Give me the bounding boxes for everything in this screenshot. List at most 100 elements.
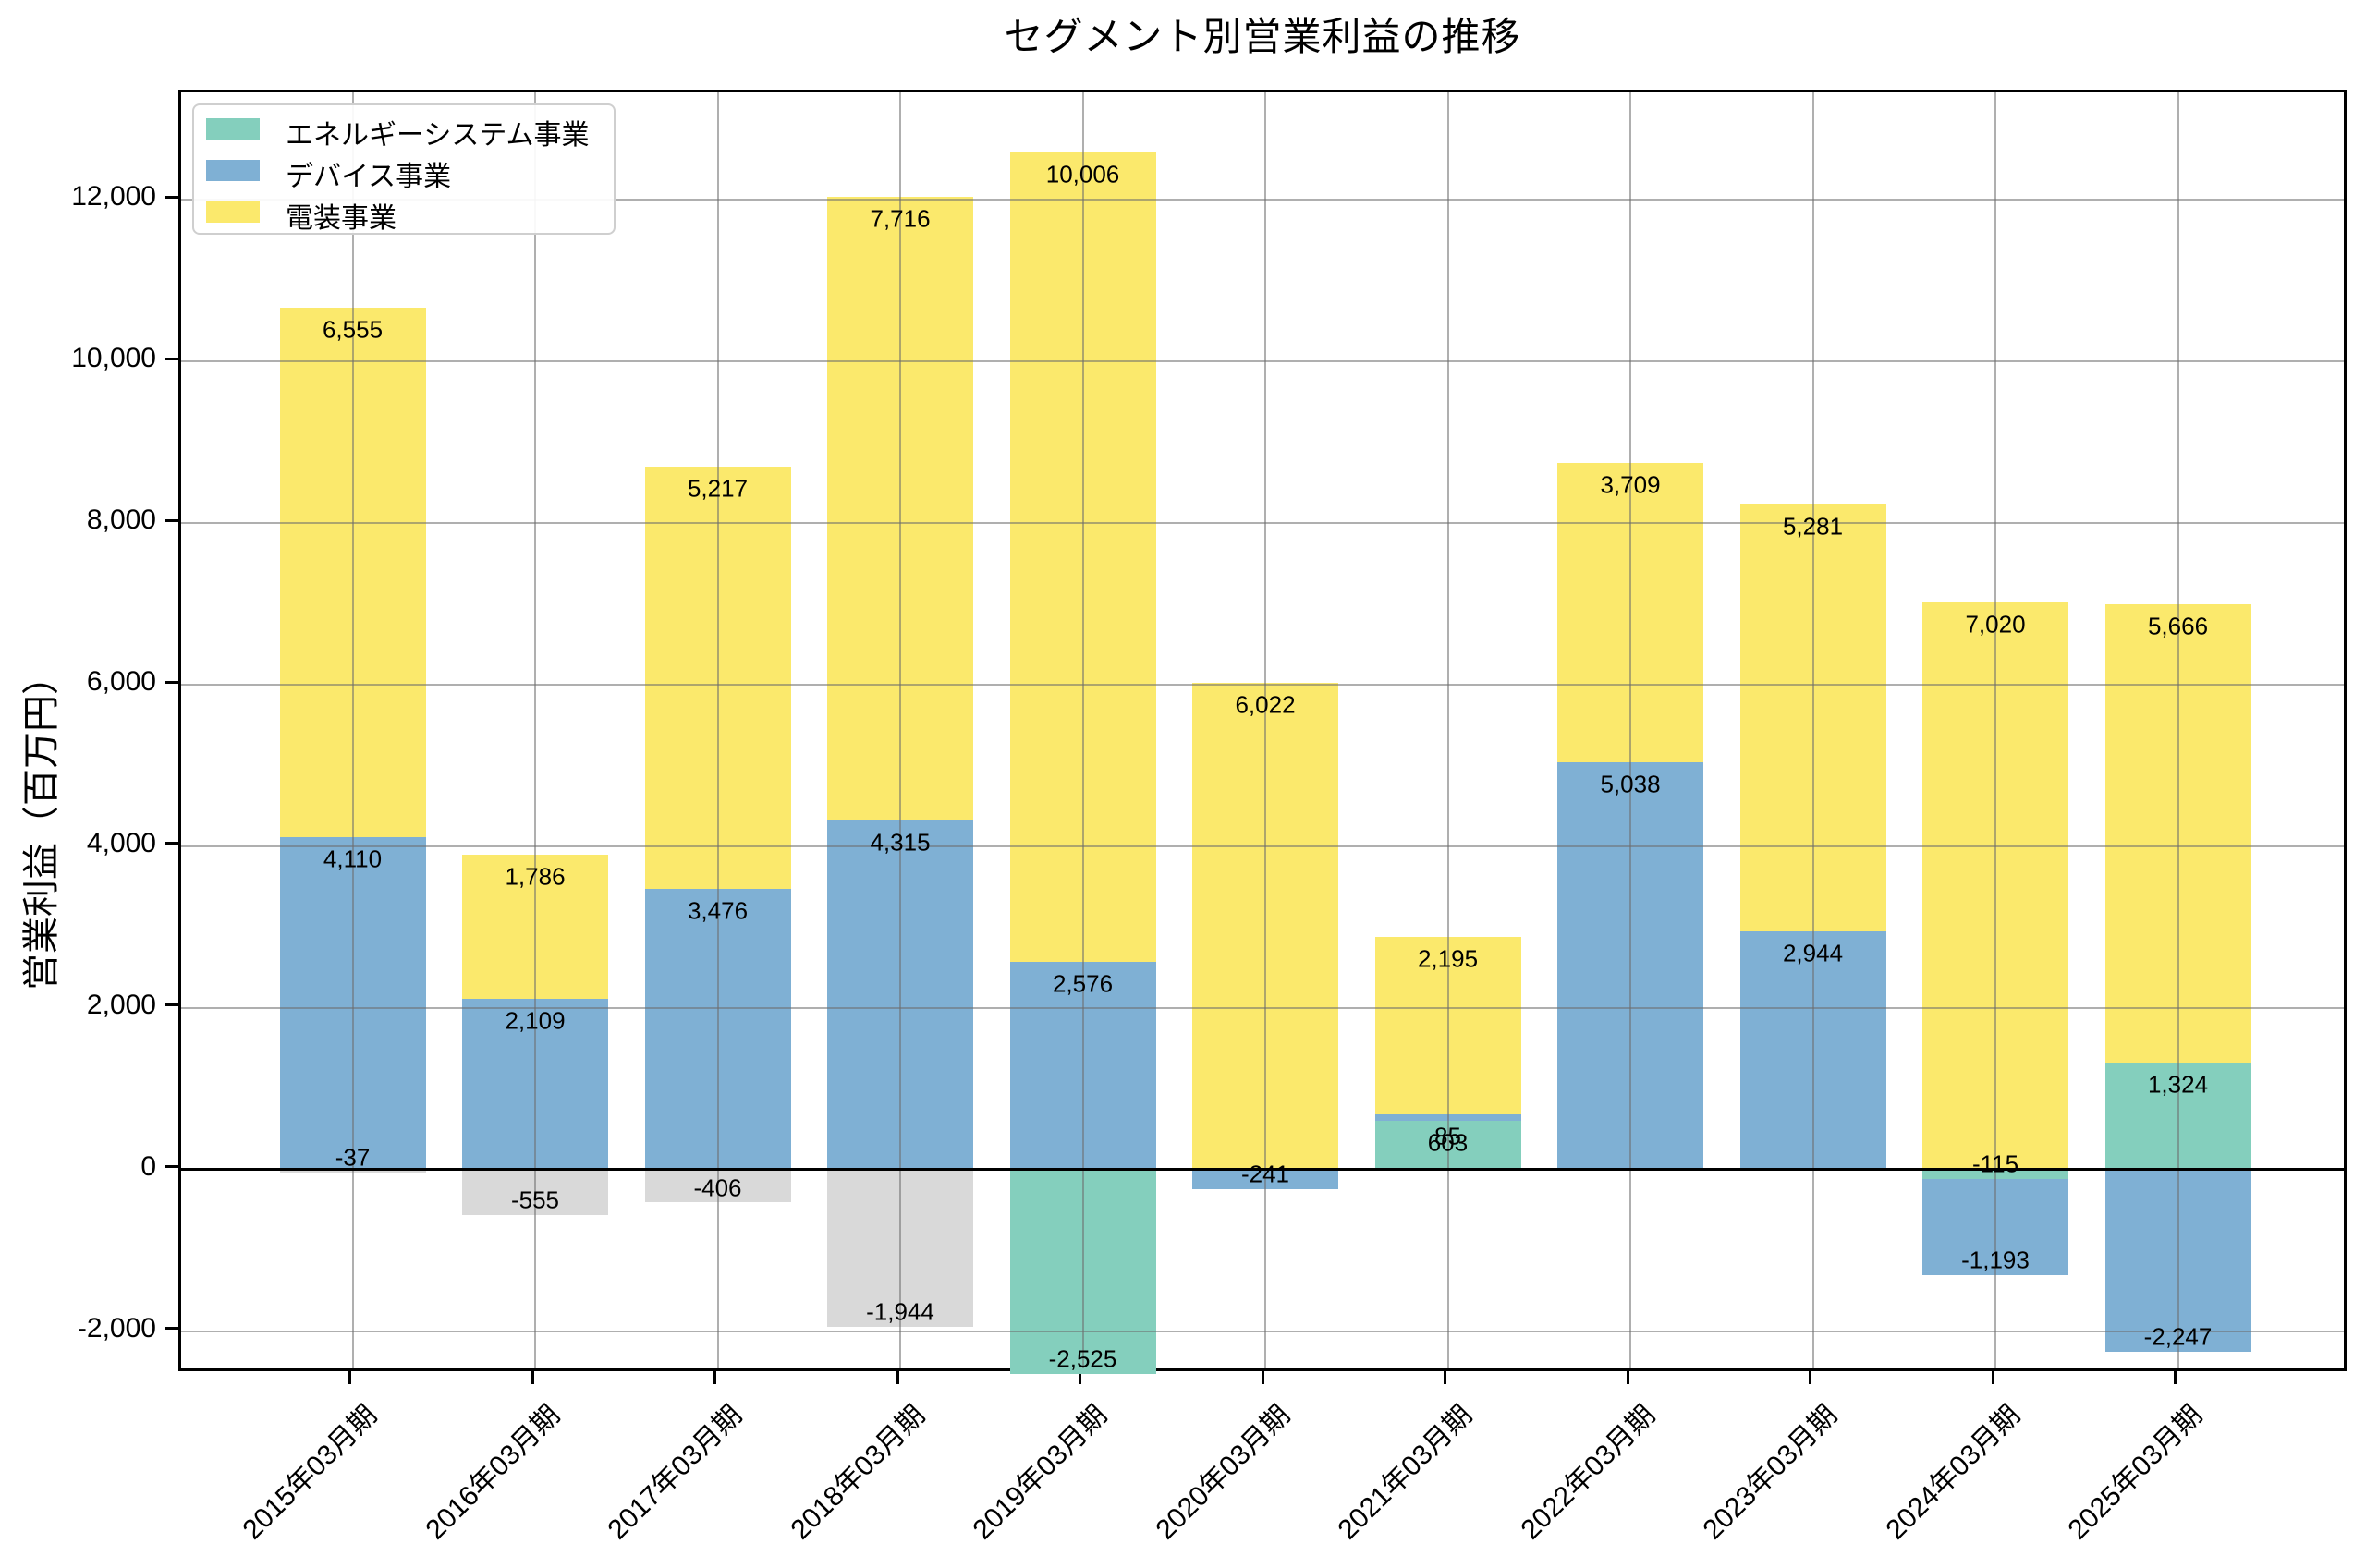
bar-value-label: 3,476 [687, 896, 749, 925]
bar-value-label: 7,716 [870, 204, 931, 233]
y-tick-mark [165, 1327, 178, 1331]
gridline-vertical [1811, 92, 1814, 1368]
legend-item: デバイス事業 [194, 150, 614, 192]
x-tick-label: 2015年03月期 [237, 1399, 384, 1546]
legend-item: 電装事業 [194, 191, 614, 234]
gridline-horizontal [181, 360, 2344, 362]
gridline-vertical [1081, 92, 1084, 1368]
y-tick-label: 8,000 [86, 504, 156, 535]
bar-value-label: -241 [1240, 1160, 1290, 1188]
x-tick-label: 2020年03月期 [1150, 1399, 1297, 1546]
bar-value-label: 1,324 [2147, 1070, 2209, 1099]
x-tick-label: 2019年03月期 [967, 1399, 1114, 1546]
x-tick-mark [1626, 1371, 1629, 1384]
chart-title: セグメント別営業利益の推移 [1004, 15, 1521, 58]
bar-value-label: 5,666 [2147, 612, 2209, 640]
y-tick-label: 6,000 [86, 666, 156, 697]
y-axis-title: 営業利益（百万円） [21, 658, 62, 991]
x-tick-label: 2022年03月期 [1515, 1399, 1662, 1546]
legend-swatch [206, 160, 260, 181]
x-tick-mark [2174, 1371, 2177, 1384]
bar-value-label: 5,038 [1600, 770, 1661, 798]
x-tick-mark [348, 1371, 351, 1384]
y-tick-label: 2,000 [86, 989, 156, 1020]
bar-value-label: -1,944 [866, 1297, 934, 1326]
x-tick-label: 2016年03月期 [420, 1399, 567, 1546]
gridline-vertical [1446, 92, 1449, 1368]
gridline-vertical [899, 92, 901, 1368]
x-tick-mark [1809, 1371, 1811, 1384]
x-tick-mark [1444, 1371, 1446, 1384]
y-tick-label: 10,000 [71, 343, 156, 373]
x-tick-label: 2017年03月期 [602, 1399, 749, 1546]
gridline-vertical [1994, 92, 1996, 1368]
gridline-vertical [1629, 92, 1631, 1368]
x-tick-label: 2021年03月期 [1332, 1399, 1479, 1546]
bar-value-label: -2,247 [2143, 1322, 2213, 1351]
legend: エネルギーシステム事業 デバイス事業 電装事業 [192, 103, 616, 235]
gridline-horizontal [181, 845, 2344, 847]
y-tick-mark [165, 842, 178, 845]
bar-value-label: 4,315 [870, 828, 931, 857]
bar-value-label: -555 [510, 1185, 560, 1214]
x-tick-label: 2024年03月期 [1880, 1399, 2027, 1546]
bar-value-label: 2,195 [1417, 944, 1479, 973]
y-tick-mark [165, 195, 178, 199]
bar-value-label: 603 [1427, 1128, 1469, 1157]
plot-area: 4,110 6,555 -37 2,109 1,786 -555 3,476 5,217 -40… [178, 90, 2347, 1374]
gridline-vertical [716, 92, 719, 1368]
bar-value-label: 5,217 [687, 474, 749, 503]
bar-value-label: 6,022 [1235, 690, 1296, 719]
y-tick-mark [165, 518, 178, 522]
bar-value-label: 2,109 [505, 1006, 566, 1035]
bar-value-label: 5,281 [1782, 512, 1844, 541]
legend-label: エネルギーシステム事業 [286, 120, 590, 151]
legend-label: 電装事業 [286, 203, 396, 234]
bar-value-label: 2,576 [1052, 969, 1114, 998]
x-tick-label: 2023年03月期 [1697, 1399, 1844, 1546]
x-tick-label: 2025年03月期 [2062, 1399, 2209, 1546]
bar-value-label: 4,110 [323, 845, 383, 873]
bar-value-label: 1,786 [505, 862, 566, 891]
y-tick-label: 4,000 [86, 827, 156, 858]
gridline-horizontal [181, 1006, 2344, 1009]
gridline-vertical [2177, 92, 2179, 1368]
bar-value-label: -1,193 [1961, 1246, 2030, 1274]
x-tick-mark [1261, 1371, 1264, 1384]
bar-value-label: 85 [1434, 1122, 1461, 1150]
bar-value-label: 10,006 [1045, 160, 1120, 188]
bar-value-label: 3,709 [1600, 470, 1661, 499]
y-tick-mark [165, 1003, 178, 1007]
y-tick-mark [165, 1165, 178, 1169]
gridline-vertical [534, 92, 536, 1368]
x-tick-label: 2018年03月期 [785, 1399, 932, 1546]
bar-value-label: 6,555 [322, 315, 384, 344]
zero-baseline [181, 1168, 2344, 1172]
bar-value-label: -37 [335, 1143, 371, 1172]
legend-swatch [206, 201, 260, 223]
gridline-horizontal [181, 522, 2344, 524]
bar-value-label: -406 [693, 1173, 742, 1201]
legend-swatch [206, 118, 260, 140]
gridline-horizontal [181, 1330, 2344, 1332]
x-tick-mark [896, 1371, 899, 1384]
x-tick-mark [1079, 1371, 1081, 1384]
y-tick-label: -2,000 [77, 1312, 156, 1343]
bar-value-label: -2,525 [1048, 1344, 1117, 1373]
y-tick-mark [165, 357, 178, 360]
y-tick-label: 12,000 [71, 181, 156, 213]
x-tick-mark [531, 1371, 534, 1384]
x-tick-mark [713, 1371, 716, 1384]
gridline-vertical [351, 92, 354, 1368]
gridline-vertical [1264, 92, 1266, 1368]
legend-label: デバイス事業 [286, 162, 452, 192]
gridline-horizontal [181, 684, 2344, 686]
y-tick-label: 0 [140, 1150, 156, 1182]
y-tick-mark [165, 680, 178, 684]
gridline-horizontal [181, 199, 2344, 201]
bar-value-label: -115 [1971, 1149, 2019, 1178]
bar-value-label: 7,020 [1965, 610, 2026, 638]
legend-item: エネルギーシステム事業 [194, 108, 614, 151]
x-tick-mark [1991, 1371, 1994, 1384]
